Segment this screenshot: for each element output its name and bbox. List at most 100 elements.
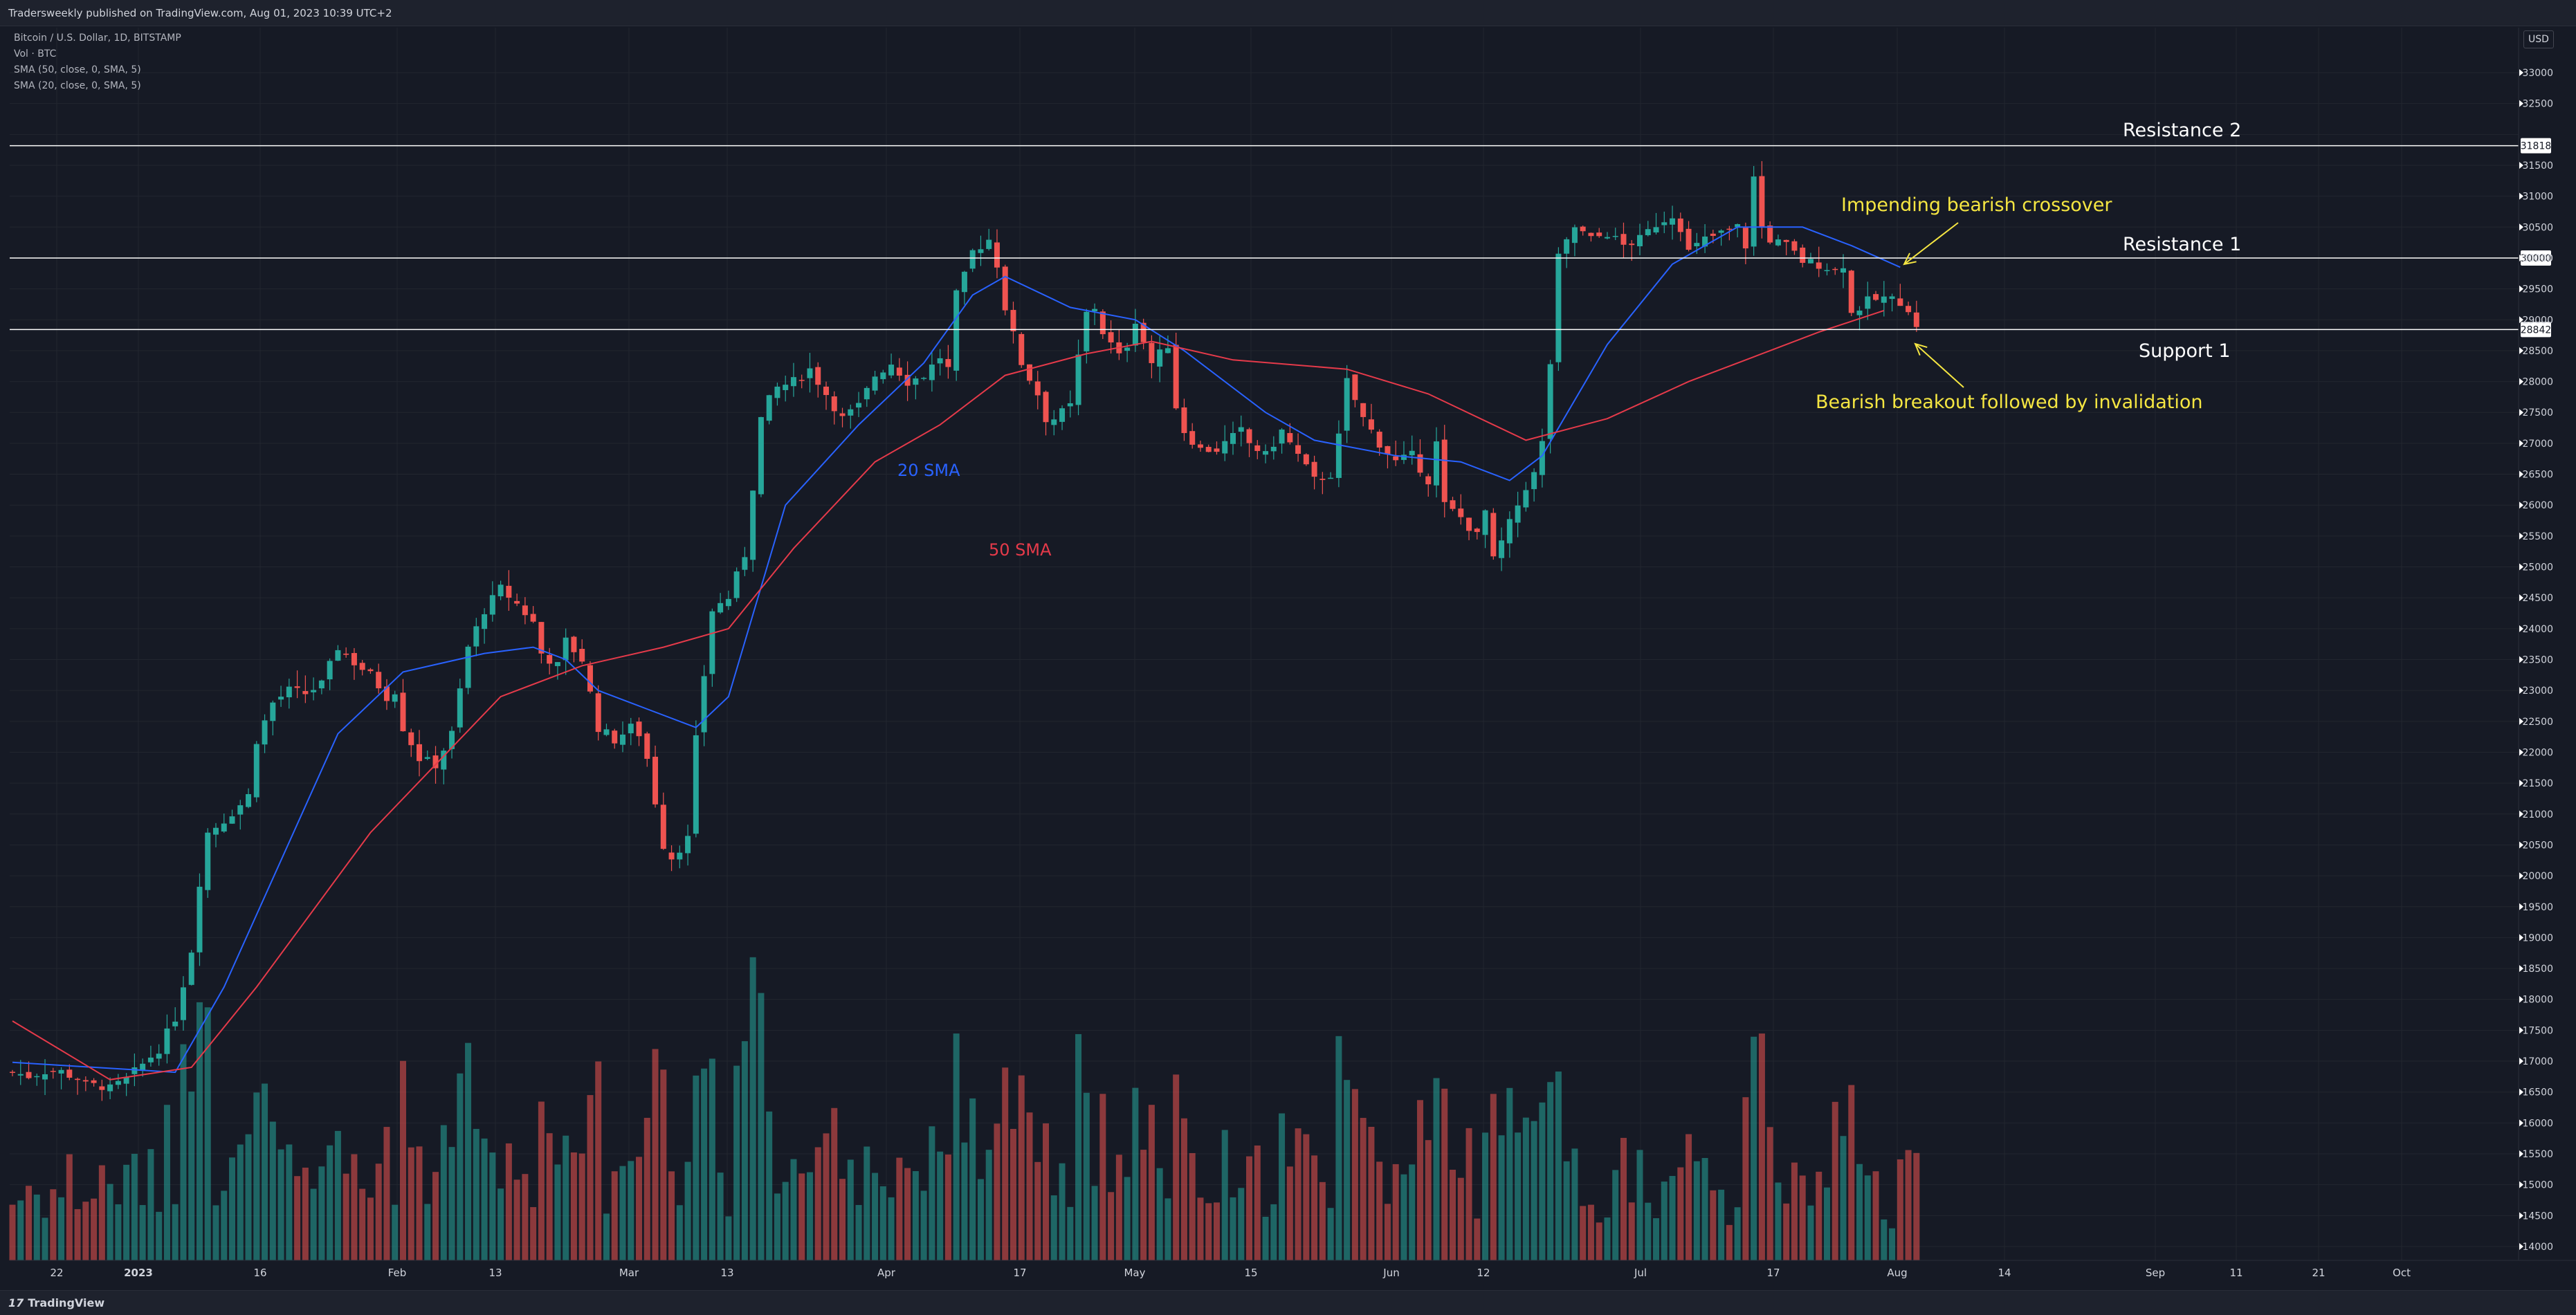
candle-body — [709, 611, 715, 674]
volume-bar — [367, 1197, 374, 1260]
volume-bar — [1450, 1169, 1456, 1260]
volume-bar — [66, 1154, 73, 1260]
volume-bar — [1441, 1088, 1448, 1260]
volume-bar — [1335, 1036, 1342, 1260]
tick-marker-icon — [2519, 316, 2523, 324]
candle-body — [1124, 347, 1131, 351]
volume-bar — [1384, 1204, 1391, 1260]
tick-marker-icon — [2519, 1243, 2523, 1250]
candle-body — [1677, 218, 1683, 232]
volume-bar — [440, 1125, 447, 1260]
candle-body — [864, 387, 870, 400]
volume-bar — [9, 1204, 16, 1260]
volume-bar — [1563, 1161, 1570, 1260]
volume-bar — [676, 1205, 683, 1260]
candle-body — [612, 730, 618, 744]
tick-marker-icon — [2519, 532, 2523, 540]
volume-bar — [888, 1197, 895, 1260]
candle-body — [758, 416, 764, 495]
y-tick-label: 27500 — [2522, 407, 2553, 419]
volume-bar — [1148, 1105, 1155, 1260]
candle-body — [1092, 309, 1098, 311]
tradingview-logo[interactable]: 17 TradingView — [8, 1296, 104, 1309]
volume-bar — [929, 1126, 935, 1260]
candle-body — [1027, 364, 1032, 381]
tick-marker-icon — [2519, 594, 2523, 602]
volume-bar — [1189, 1152, 1196, 1260]
volume-bar — [1270, 1204, 1277, 1260]
volume-bar — [1913, 1152, 1920, 1260]
candle-body — [1555, 253, 1562, 362]
candle-body — [790, 377, 796, 387]
tick-marker-icon — [2519, 625, 2523, 632]
y-tick-label: 30000 — [2522, 253, 2553, 264]
volume-bar — [717, 1173, 724, 1260]
legend-volume[interactable]: Vol · BTC — [14, 48, 57, 59]
candle-body — [392, 694, 398, 702]
volume-bar — [758, 993, 765, 1260]
volume-bar — [766, 1111, 773, 1260]
candle-body — [115, 1080, 121, 1085]
resistance2-label: Resistance 2 — [2123, 120, 2241, 141]
candles — [10, 160, 1919, 1101]
volume-bar — [1075, 1033, 1082, 1260]
volume-bar — [578, 1153, 585, 1260]
candle-body — [1222, 441, 1228, 454]
legend-sma50[interactable]: SMA (50, close, 0, SMA, 5) — [14, 64, 141, 75]
y-tick-label: 19500 — [2522, 902, 2553, 913]
candle-body — [1328, 477, 1334, 479]
volume-bar — [1686, 1134, 1692, 1260]
candle-body — [482, 614, 488, 629]
candle-body — [620, 734, 625, 745]
volume-bar — [1645, 1202, 1652, 1260]
y-tick-label: 21500 — [2522, 778, 2553, 789]
candle-body — [1067, 403, 1073, 407]
volume-bar — [91, 1198, 98, 1260]
volume-bar — [1319, 1181, 1326, 1260]
candle-body — [270, 702, 276, 721]
volume-bar — [262, 1083, 268, 1260]
candle-body — [1832, 268, 1838, 270]
volume-bar — [660, 1069, 667, 1260]
volume-bar — [1221, 1130, 1228, 1260]
legend-sma20[interactable]: SMA (20, close, 0, SMA, 5) — [14, 80, 141, 91]
candle-body — [1099, 311, 1106, 335]
volume-bar — [587, 1095, 594, 1260]
candle-body — [856, 403, 862, 408]
x-tick-label: Sep — [2146, 1267, 2165, 1279]
candle-body — [937, 358, 943, 364]
candle-body — [1571, 227, 1578, 243]
volume-bar — [424, 1204, 431, 1260]
candle-body — [603, 729, 610, 735]
candle-body — [1881, 296, 1887, 303]
candle-body — [1604, 237, 1610, 239]
candle-body — [42, 1074, 48, 1080]
candle-body — [1580, 226, 1586, 232]
x-tick-label: 16 — [253, 1267, 266, 1279]
candle-body — [1043, 392, 1049, 423]
candle-body — [318, 680, 325, 689]
candle-body — [636, 721, 642, 737]
tick-marker-icon — [2519, 1119, 2523, 1127]
tick-marker-icon — [2519, 995, 2523, 1003]
legend-symbol[interactable]: Bitcoin / U.S. Dollar, 1D, BITSTAMP — [14, 33, 181, 44]
candle-body — [815, 367, 821, 385]
y-tick-label: 20000 — [2522, 871, 2553, 882]
tick-marker-icon — [2519, 223, 2523, 231]
candle-body — [725, 598, 731, 607]
x-tick-label: 14 — [1998, 1267, 2011, 1279]
candle-body — [58, 1069, 64, 1074]
y-tick-label: 15000 — [2522, 1180, 2553, 1191]
level-price-tag — [2521, 322, 2551, 338]
volume-bar — [196, 1002, 203, 1260]
y-tick-label: 24000 — [2522, 624, 2553, 635]
candle-body — [1189, 431, 1196, 445]
y-tick-label: 25000 — [2522, 562, 2553, 573]
volume-bar — [221, 1190, 228, 1260]
candle-body — [945, 359, 951, 367]
volume-bar — [1311, 1155, 1318, 1260]
currency-button[interactable]: USD — [2523, 30, 2554, 48]
candle-body — [383, 686, 390, 701]
candle-body — [1506, 519, 1513, 544]
